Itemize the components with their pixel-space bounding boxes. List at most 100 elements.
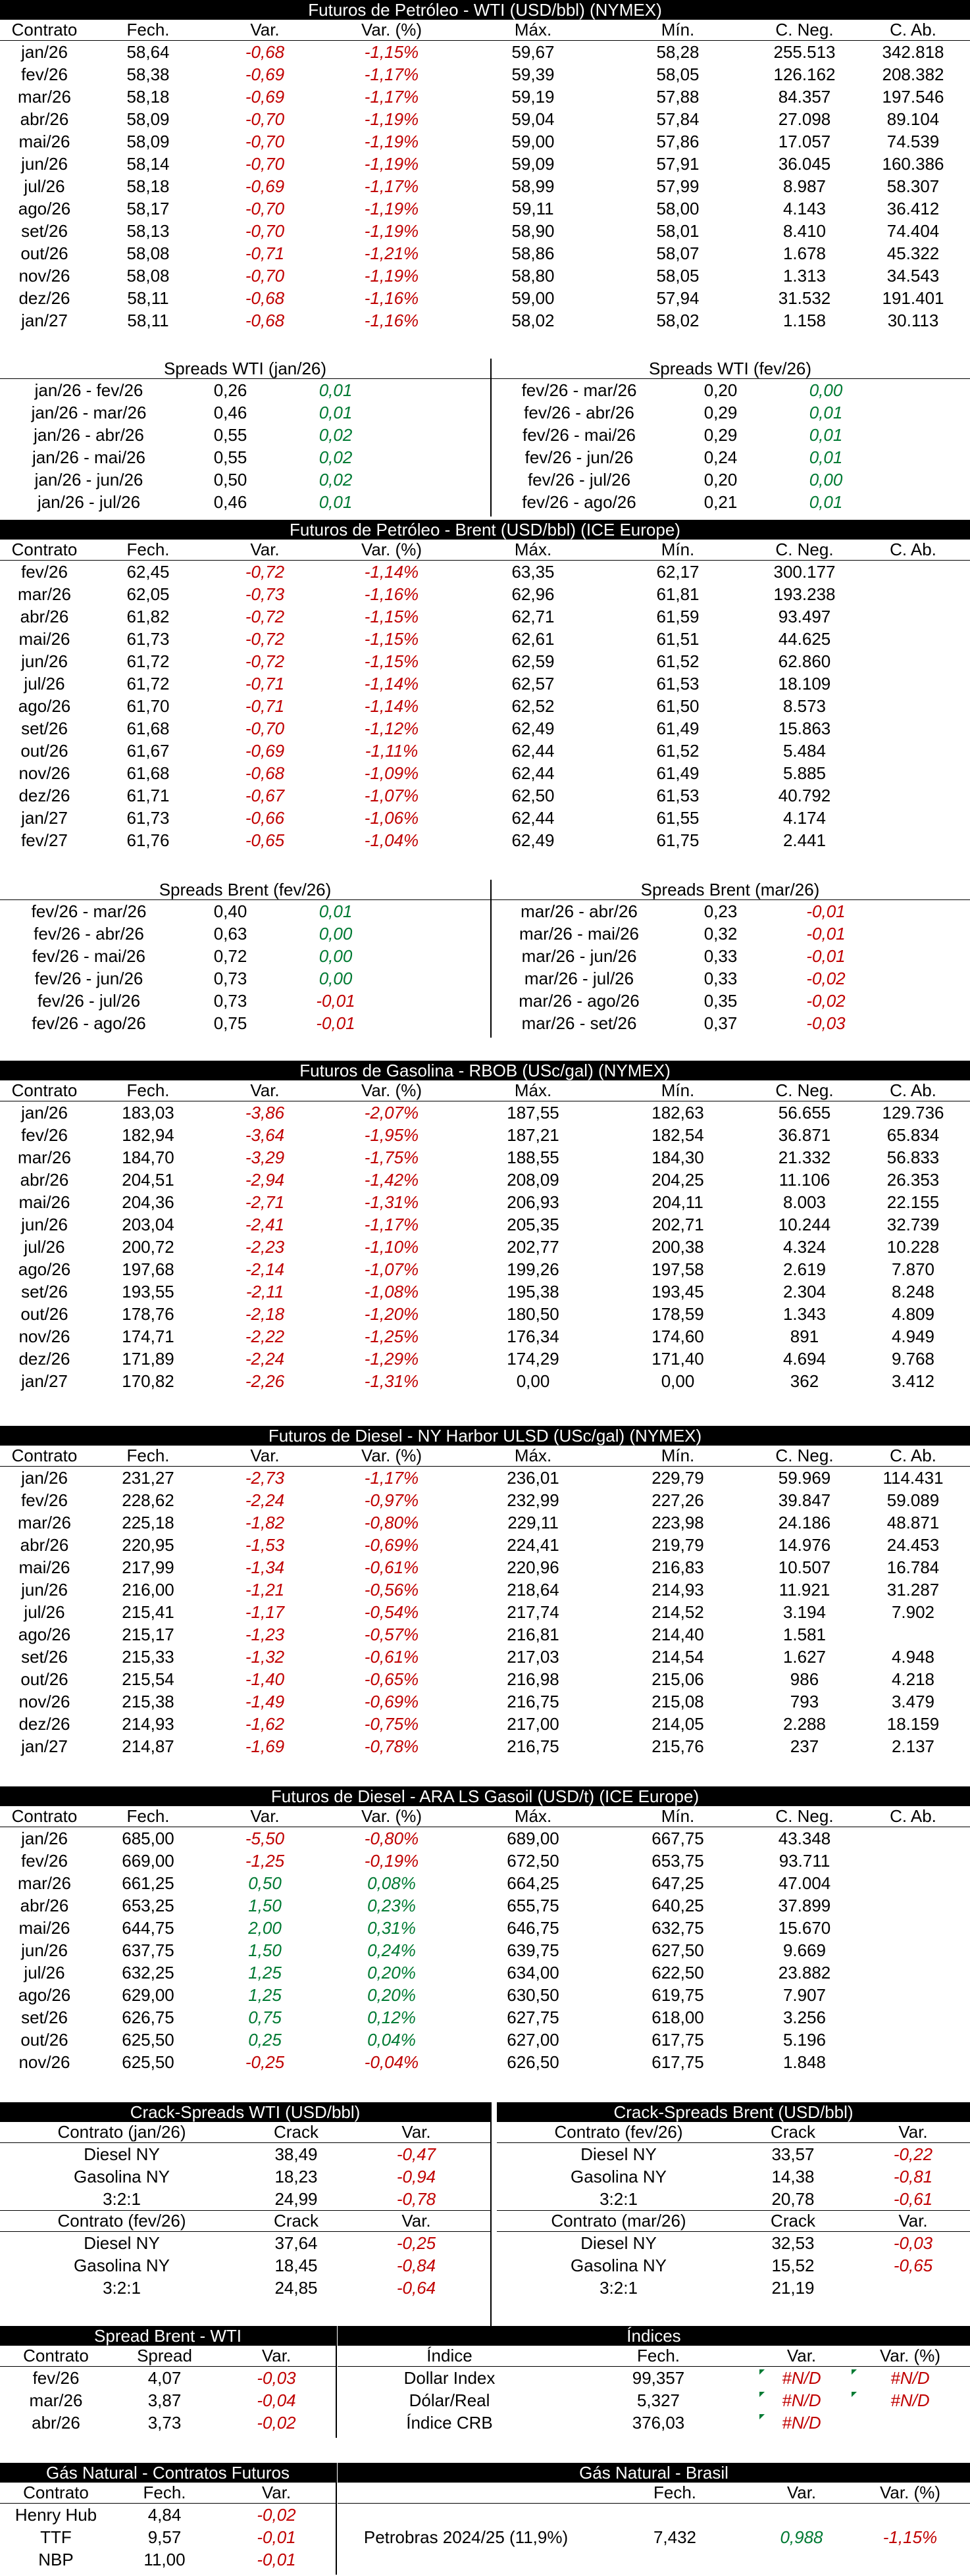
brent-cell: 193.238 (773, 584, 836, 604)
indices-cell: Dólar/Real (409, 2390, 490, 2410)
rbob-cell: 204,36 (122, 1192, 174, 1212)
brent-spread-row: mar/26 - jun/26 0,33 -0,01 (490, 945, 970, 967)
ulsd-section: Futuros de Diesel - NY Harbor ULSD (USc/… (0, 1426, 970, 1757)
rbob-cell: 0,00 (661, 1371, 695, 1391)
crack_wti-col-header: Crack (274, 2122, 319, 2142)
ulsd-cell: mai/26 (18, 1557, 70, 1577)
brent-table-row: nov/26 61,68 -0,68 -1,09% 62,44 61,49 5.885 (0, 762, 970, 784)
wti-cell: 58,05 (656, 64, 700, 84)
gasoil-cell: 0,08% (367, 1873, 416, 1893)
rbob-cell: -2,41 (245, 1215, 285, 1234)
ulsd-cell: 215,38 (122, 1692, 174, 1711)
brent-cell: -1,09% (364, 763, 419, 783)
ulsd-cell: 229,11 (507, 1513, 559, 1532)
rbob-cell: 200,72 (122, 1237, 174, 1257)
gasoil-table-row: fev/26 669,00 -1,25 -0,19% 672,50 653,75 93.71… (0, 1850, 970, 1872)
rbob-cell: 26.353 (886, 1170, 940, 1190)
brent-spread-cell: 0,01 (319, 901, 353, 921)
gasoil-cell: 625,50 (122, 2052, 174, 2072)
brent-cell: set/26 (21, 719, 68, 738)
gasoil-cell (859, 1961, 967, 1984)
rbob-cell: 204,51 (122, 1170, 174, 1190)
crack_wti-title: Crack-Spreads WTI (USD/bbl) (0, 2102, 490, 2122)
brent-spread-row: fev/26 - jul/26 0,73 -0,01 (0, 990, 490, 1012)
gasoil-cell: 2,00 (248, 1918, 282, 1938)
brent-spread-cell: fev/26 - mai/26 (32, 946, 145, 966)
brent-cell: 62,59 (511, 651, 555, 671)
brent-cell: 2.441 (782, 830, 827, 850)
crack_brent-cell: 3:2:1 (600, 2189, 638, 2209)
brent-cell: 62,45 (126, 562, 170, 582)
rbob-table-row: out/26 178,76 -2,18 -1,20% 180,50 178,59 1.343… (0, 1303, 970, 1325)
gasoil-cell: 93.711 (779, 1851, 830, 1871)
brent-spread-cell: 0,00 (319, 946, 353, 966)
ulsd-cell: jun/26 (21, 1580, 68, 1600)
crack_brent-title: Crack-Spreads Brent (USD/bbl) (497, 2102, 970, 2122)
rbob-cell: 182,54 (651, 1125, 704, 1145)
crack_brent-cell: 15,52 (771, 2256, 815, 2275)
brent-cell: 61,53 (656, 674, 700, 694)
gasoil-cell (859, 1850, 967, 1872)
gn_brasil-col-header: Var. (%) (880, 2483, 940, 2502)
gasoil-cell (859, 1917, 967, 1939)
crack_wti-cell: -0,47 (396, 2144, 436, 2164)
gasoil-title: Futuros de Diesel - ARA LS Gasoil (USD/t… (0, 1786, 970, 1806)
crack_wti-table-row: Diesel NY 38,49 -0,47 (0, 2143, 490, 2165)
wti-spread-cell: 0,00 (809, 380, 843, 400)
ulsd-cell: 16.784 (886, 1557, 940, 1577)
rbob-cell: 10.228 (886, 1237, 940, 1257)
crack_wti-col-header: Var. (401, 2211, 431, 2231)
ulsd-cell: 225,18 (122, 1513, 174, 1532)
crack_wti-cell: Gasolina NY (74, 2256, 170, 2275)
ulsd-cell: 24.453 (886, 1535, 940, 1555)
ulsd-cell: 14.976 (778, 1535, 831, 1555)
rbob-cell: 21.332 (778, 1148, 831, 1167)
ulsd-cell: 215,06 (651, 1669, 704, 1689)
spread_bw-table-row: fev/26 4,07 -0,03 (0, 2367, 336, 2389)
brent-table-row: fev/27 61,76 -0,65 -1,04% 62,49 61,75 2.441 (0, 829, 970, 851)
gasoil-cell: 644,75 (122, 1918, 174, 1938)
ulsd-cell: 224,41 (507, 1535, 559, 1555)
wti-cell: 57,88 (656, 87, 700, 107)
brent-cell: 44.625 (778, 629, 831, 649)
indices-cell: #N/D (848, 2367, 970, 2389)
rbob-cell: 4.949 (891, 1326, 935, 1346)
rbob-cell: 129.736 (882, 1103, 944, 1123)
wti-cell: 1.678 (782, 243, 827, 263)
rbob-cell: jan/26 (21, 1103, 68, 1123)
rbob-cell: -2,23 (245, 1237, 285, 1257)
ulsd-cell: -0,69% (364, 1535, 419, 1555)
wti-spread-row: jan/26 - abr/26 0,55 0,02 (0, 424, 490, 446)
gn_futuros-table-row: Henry Hub 4,84 -0,02 (0, 2504, 336, 2526)
gasoil-cell: 627,00 (507, 2030, 559, 2050)
wti-spread-cell: 0,01 (809, 403, 843, 422)
gasoil-cell: 619,75 (651, 1985, 704, 2005)
ulsd-cell: -2,24 (245, 1490, 285, 1510)
rbob-cell: -2,22 (245, 1326, 285, 1346)
brent-cell: -0,66 (245, 808, 285, 828)
wti-spread-row: fev/26 - mai/26 0,29 0,01 (490, 424, 970, 446)
crack_brent-cell: 33,57 (771, 2144, 815, 2164)
crack_brent-cell: Diesel NY (580, 2144, 657, 2164)
ulsd-cell: 217,03 (507, 1647, 559, 1667)
wti-cell: 58,08 (126, 243, 170, 263)
rbob-cell: 203,04 (122, 1215, 174, 1234)
wti-cell: 58,02 (656, 311, 700, 330)
rbob-cell: 197,68 (122, 1259, 174, 1279)
brent-cell: -0,72 (245, 629, 285, 649)
wti-spread-cell: fev/26 - jun/26 (524, 447, 634, 467)
ulsd-table-row: fev/26 228,62 -2,24 -0,97% 232,99 227,26 39.84… (0, 1489, 970, 1511)
brent-table-row: jun/26 61,72 -0,72 -1,15% 62,59 61,52 62.860 (0, 650, 970, 672)
rbob-cell: 8.003 (782, 1192, 827, 1212)
ulsd-cell: 214,40 (651, 1625, 704, 1644)
brent-spread-row: fev/26 - ago/26 0,75 -0,01 (0, 1012, 490, 1034)
ulsd-cell: -0,56% (364, 1580, 419, 1600)
wti-table-row: out/26 58,08 -0,71 -1,21% 58,86 58,07 1.678 45.… (0, 242, 970, 265)
ulsd-col-header: C. Ab. (890, 1446, 936, 1465)
wti-table-row: jun/26 58,14 -0,70 -1,19% 59,09 57,91 36.045 16… (0, 153, 970, 175)
wti-spread-row: fev/26 - abr/26 0,29 0,01 (490, 401, 970, 424)
crack_brent-col-header: Contrato (fev/26) (554, 2122, 683, 2142)
rbob-cell: fev/26 (21, 1125, 68, 1145)
rbob-cell: 4.809 (891, 1304, 935, 1324)
brent-cell: 5.885 (782, 763, 827, 783)
